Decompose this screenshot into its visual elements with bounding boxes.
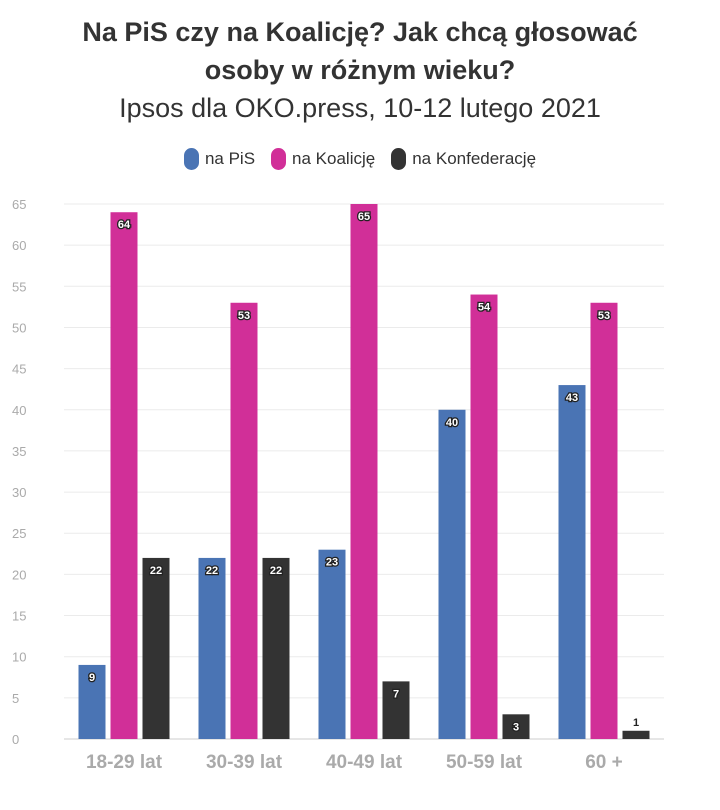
bar <box>78 664 106 739</box>
bar <box>198 557 226 739</box>
legend-swatch-koalicja <box>271 148 287 170</box>
data-label: 7 <box>393 688 399 700</box>
bar <box>502 714 530 739</box>
data-label: 53 <box>598 310 610 322</box>
legend-label-koalicja: na Koalicję <box>292 149 376 168</box>
y-tick-label: 15 <box>12 609 26 624</box>
legend-swatch-konfederacja <box>391 148 407 170</box>
data-label: 64 <box>118 219 131 231</box>
y-tick-label: 5 <box>12 691 19 706</box>
bar <box>382 681 410 739</box>
bar <box>350 204 378 739</box>
bar <box>262 557 290 739</box>
bar <box>558 385 586 739</box>
data-label: 54 <box>478 302 491 314</box>
bar <box>318 549 346 739</box>
y-tick-label: 0 <box>12 732 19 747</box>
bar <box>438 409 466 739</box>
bar <box>142 557 170 739</box>
y-tick-label: 50 <box>12 320 26 335</box>
y-tick-label: 30 <box>12 485 26 500</box>
legend-label-pis: na PiS <box>204 149 256 168</box>
chart-title-line2: osoby w różnym wieku? <box>204 55 516 85</box>
y-tick-label: 20 <box>12 567 26 582</box>
data-label: 65 <box>358 211 370 223</box>
y-tick-label: 40 <box>12 403 26 418</box>
y-tick-label: 35 <box>12 444 26 459</box>
data-label: 40 <box>446 417 458 429</box>
bar <box>230 302 258 739</box>
legend-item-pis[interactable]: na PiS <box>183 148 256 170</box>
bar <box>470 294 498 739</box>
bar <box>590 302 618 739</box>
x-category-label: 50-59 lat <box>446 752 523 773</box>
y-tick-label: 25 <box>12 526 26 541</box>
bar <box>110 212 138 739</box>
data-label: 1 <box>633 717 639 729</box>
data-label: 22 <box>150 565 162 577</box>
x-category-label: 40-49 lat <box>326 752 403 773</box>
legend-swatch-pis <box>183 148 199 170</box>
x-category-label: 30-39 lat <box>206 752 283 773</box>
y-tick-label: 45 <box>12 362 26 377</box>
chart-title-line1: Na PiS czy na Koalicję? Jak chcą głosowa… <box>82 17 638 47</box>
y-tick-label: 55 <box>12 279 26 294</box>
data-label: 9 <box>89 672 95 684</box>
y-tick-label: 65 <box>12 197 26 212</box>
data-label: 22 <box>270 565 282 577</box>
y-tick-label: 60 <box>12 238 26 253</box>
chart-subtitle: Ipsos dla OKO.press, 10-12 lutego 2021 <box>119 93 601 123</box>
chart-legend: na PiS na Koalicję na Konfederację <box>0 148 720 170</box>
y-tick-label: 10 <box>12 650 26 665</box>
legend-label-konfederacja: na Konfederację <box>412 149 537 168</box>
x-category-label: 60 + <box>585 752 623 773</box>
legend-item-konfederacja[interactable]: na Konfederację <box>391 148 536 170</box>
x-category-label: 18-29 lat <box>86 752 163 773</box>
bar <box>622 730 650 739</box>
data-label: 22 <box>206 565 218 577</box>
legend-item-koalicja[interactable]: na Koalicję <box>271 148 375 170</box>
data-label: 3 <box>513 721 519 733</box>
data-label: 43 <box>566 392 578 404</box>
data-label: 23 <box>326 557 338 569</box>
data-label: 53 <box>238 310 250 322</box>
